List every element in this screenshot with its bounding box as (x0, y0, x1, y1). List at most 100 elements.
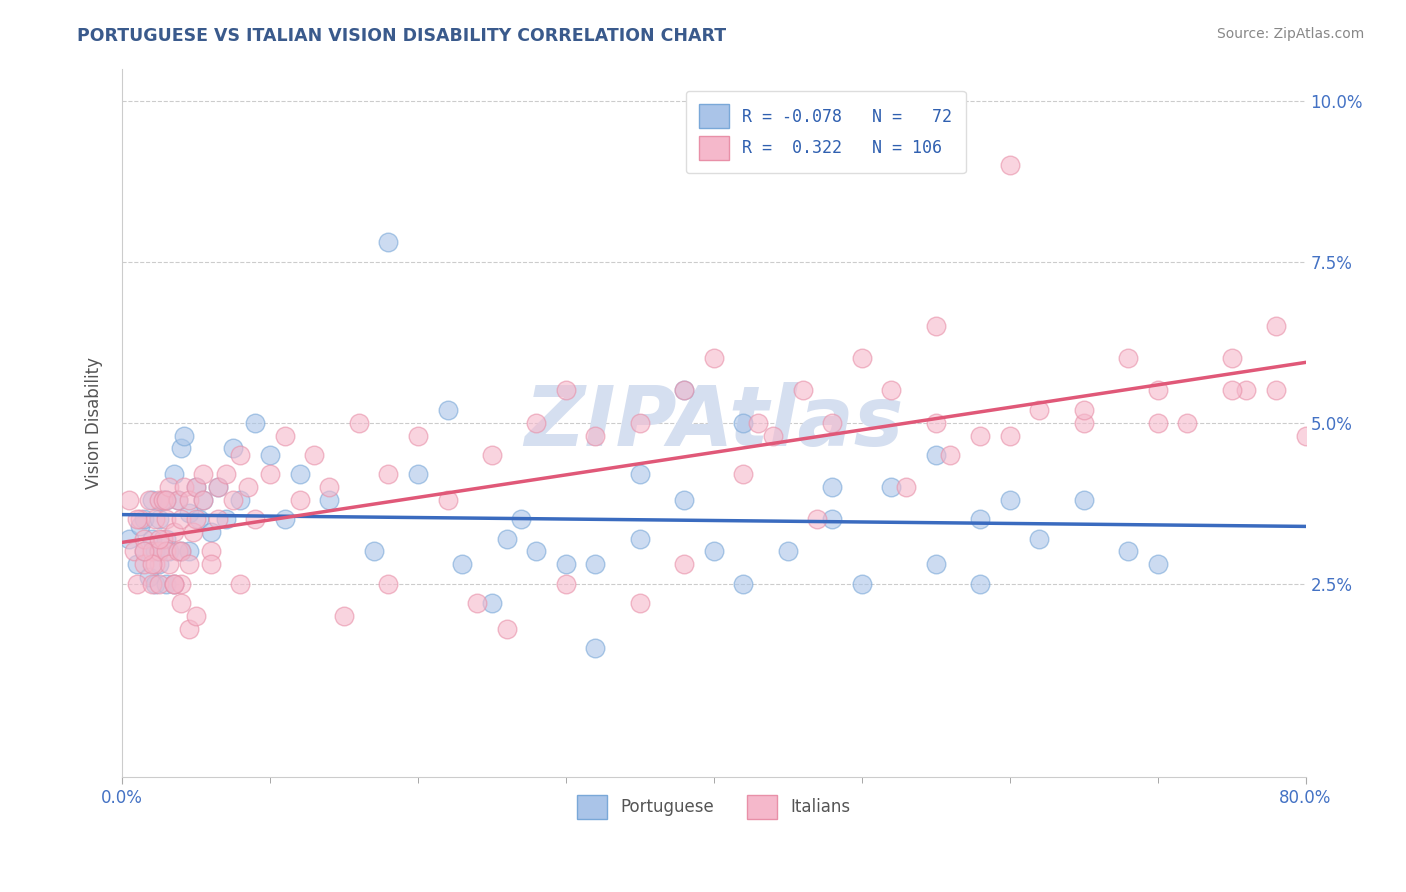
Point (1234, 384, 1257, 398)
Point (143, 576, 166, 591)
Point (141, 558, 163, 572)
Point (1295, 428, 1317, 442)
Point (465, 596, 488, 610)
Point (436, 493, 458, 508)
Point (155, 493, 177, 508)
Point (406, 428, 429, 442)
Point (733, 467, 755, 482)
Point (177, 506, 200, 520)
Point (222, 442, 245, 456)
Point (969, 576, 991, 591)
Point (998, 428, 1021, 442)
Point (628, 416, 651, 430)
Point (318, 493, 340, 508)
Point (184, 480, 207, 494)
Point (152, 493, 174, 508)
Point (155, 512, 177, 526)
Point (229, 576, 252, 591)
Point (1116, 544, 1139, 558)
Point (245, 416, 267, 430)
Point (207, 480, 229, 494)
Point (118, 493, 141, 508)
Point (673, 384, 696, 398)
Point (1264, 384, 1286, 398)
Point (377, 235, 399, 250)
Point (1028, 532, 1050, 546)
Point (1146, 384, 1168, 398)
Point (924, 319, 946, 334)
Point (134, 544, 156, 558)
Point (880, 480, 903, 494)
Point (554, 384, 576, 398)
Point (163, 525, 186, 540)
Point (222, 493, 245, 508)
Point (792, 384, 814, 398)
Point (1073, 402, 1095, 417)
Point (193, 493, 215, 508)
Point (733, 576, 755, 591)
Point (406, 467, 429, 482)
Point (1073, 493, 1095, 508)
Point (259, 448, 281, 462)
Point (747, 416, 769, 430)
Point (363, 544, 385, 558)
Point (173, 480, 195, 494)
Point (274, 512, 297, 526)
Y-axis label: Vision Disability: Vision Disability (86, 357, 103, 489)
Point (259, 467, 281, 482)
Point (155, 532, 177, 546)
Point (776, 544, 799, 558)
Text: Source: ZipAtlas.com: Source: ZipAtlas.com (1216, 27, 1364, 41)
Point (155, 576, 177, 591)
Point (167, 544, 190, 558)
Point (134, 558, 156, 572)
Point (188, 512, 211, 526)
Point (141, 576, 163, 591)
Point (163, 576, 186, 591)
Point (163, 467, 186, 482)
Point (148, 493, 170, 508)
Point (170, 544, 193, 558)
Point (628, 467, 651, 482)
Point (134, 544, 156, 558)
Point (703, 351, 725, 366)
Point (148, 558, 170, 572)
Point (134, 512, 156, 526)
Point (173, 428, 195, 442)
Point (583, 558, 606, 572)
Point (170, 576, 193, 591)
Point (141, 532, 163, 546)
Point (148, 544, 170, 558)
Point (184, 480, 207, 494)
Point (524, 544, 547, 558)
Point (894, 480, 917, 494)
Point (148, 544, 170, 558)
Point (510, 512, 533, 526)
Point (152, 532, 174, 546)
Point (673, 384, 696, 398)
Point (143, 558, 166, 572)
Point (318, 480, 340, 494)
Point (1220, 351, 1243, 366)
Point (170, 596, 193, 610)
Point (155, 544, 177, 558)
Point (495, 622, 517, 636)
Point (1146, 416, 1168, 430)
Point (177, 493, 200, 508)
Legend: Portuguese, Italians: Portuguese, Italians (571, 789, 858, 825)
Point (451, 558, 474, 572)
Point (1028, 402, 1050, 417)
Point (177, 544, 200, 558)
Point (495, 532, 517, 546)
Point (181, 525, 204, 540)
Point (157, 544, 180, 558)
Point (141, 544, 163, 558)
Point (167, 493, 190, 508)
Point (128, 518, 150, 533)
Point (200, 558, 222, 572)
Point (762, 428, 785, 442)
Point (170, 544, 193, 558)
Point (628, 532, 651, 546)
Point (184, 608, 207, 623)
Point (806, 512, 828, 526)
